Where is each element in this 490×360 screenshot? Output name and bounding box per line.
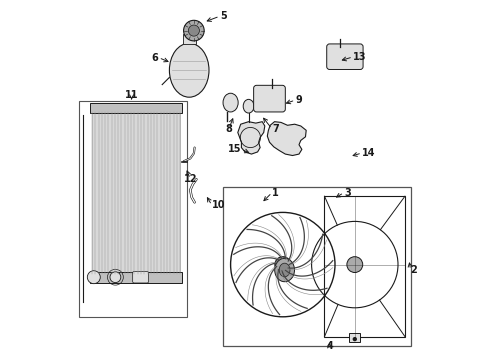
Text: 12: 12 <box>184 174 197 184</box>
Bar <box>79 101 187 317</box>
Text: 13: 13 <box>353 52 367 62</box>
FancyBboxPatch shape <box>254 85 285 112</box>
Circle shape <box>275 257 291 273</box>
Bar <box>349 333 360 342</box>
FancyBboxPatch shape <box>133 271 148 283</box>
Text: 11: 11 <box>125 90 138 100</box>
Text: 1: 1 <box>272 188 279 198</box>
Text: 6: 6 <box>152 53 159 63</box>
Text: 10: 10 <box>212 200 225 210</box>
Ellipse shape <box>275 258 294 282</box>
Bar <box>92 112 180 274</box>
Text: 3: 3 <box>344 188 351 198</box>
Text: 7: 7 <box>272 124 279 134</box>
FancyBboxPatch shape <box>327 44 363 69</box>
Circle shape <box>188 25 199 36</box>
Text: 14: 14 <box>362 148 375 158</box>
Bar <box>324 196 405 337</box>
Ellipse shape <box>279 263 290 277</box>
Text: 5: 5 <box>220 11 226 21</box>
Ellipse shape <box>243 99 254 113</box>
Bar <box>183 34 196 44</box>
Bar <box>223 187 411 346</box>
Text: 9: 9 <box>295 95 302 105</box>
Bar <box>90 103 182 113</box>
Polygon shape <box>238 122 265 154</box>
Bar <box>90 272 182 283</box>
Circle shape <box>87 271 100 284</box>
Circle shape <box>184 20 204 41</box>
Text: 15: 15 <box>228 144 242 154</box>
Circle shape <box>353 337 357 341</box>
Circle shape <box>110 272 121 283</box>
Polygon shape <box>268 122 306 156</box>
Circle shape <box>347 257 363 273</box>
Ellipse shape <box>170 43 209 97</box>
Text: 2: 2 <box>411 265 417 275</box>
Text: 4: 4 <box>326 341 333 351</box>
Ellipse shape <box>223 93 238 112</box>
Text: 8: 8 <box>225 124 232 134</box>
